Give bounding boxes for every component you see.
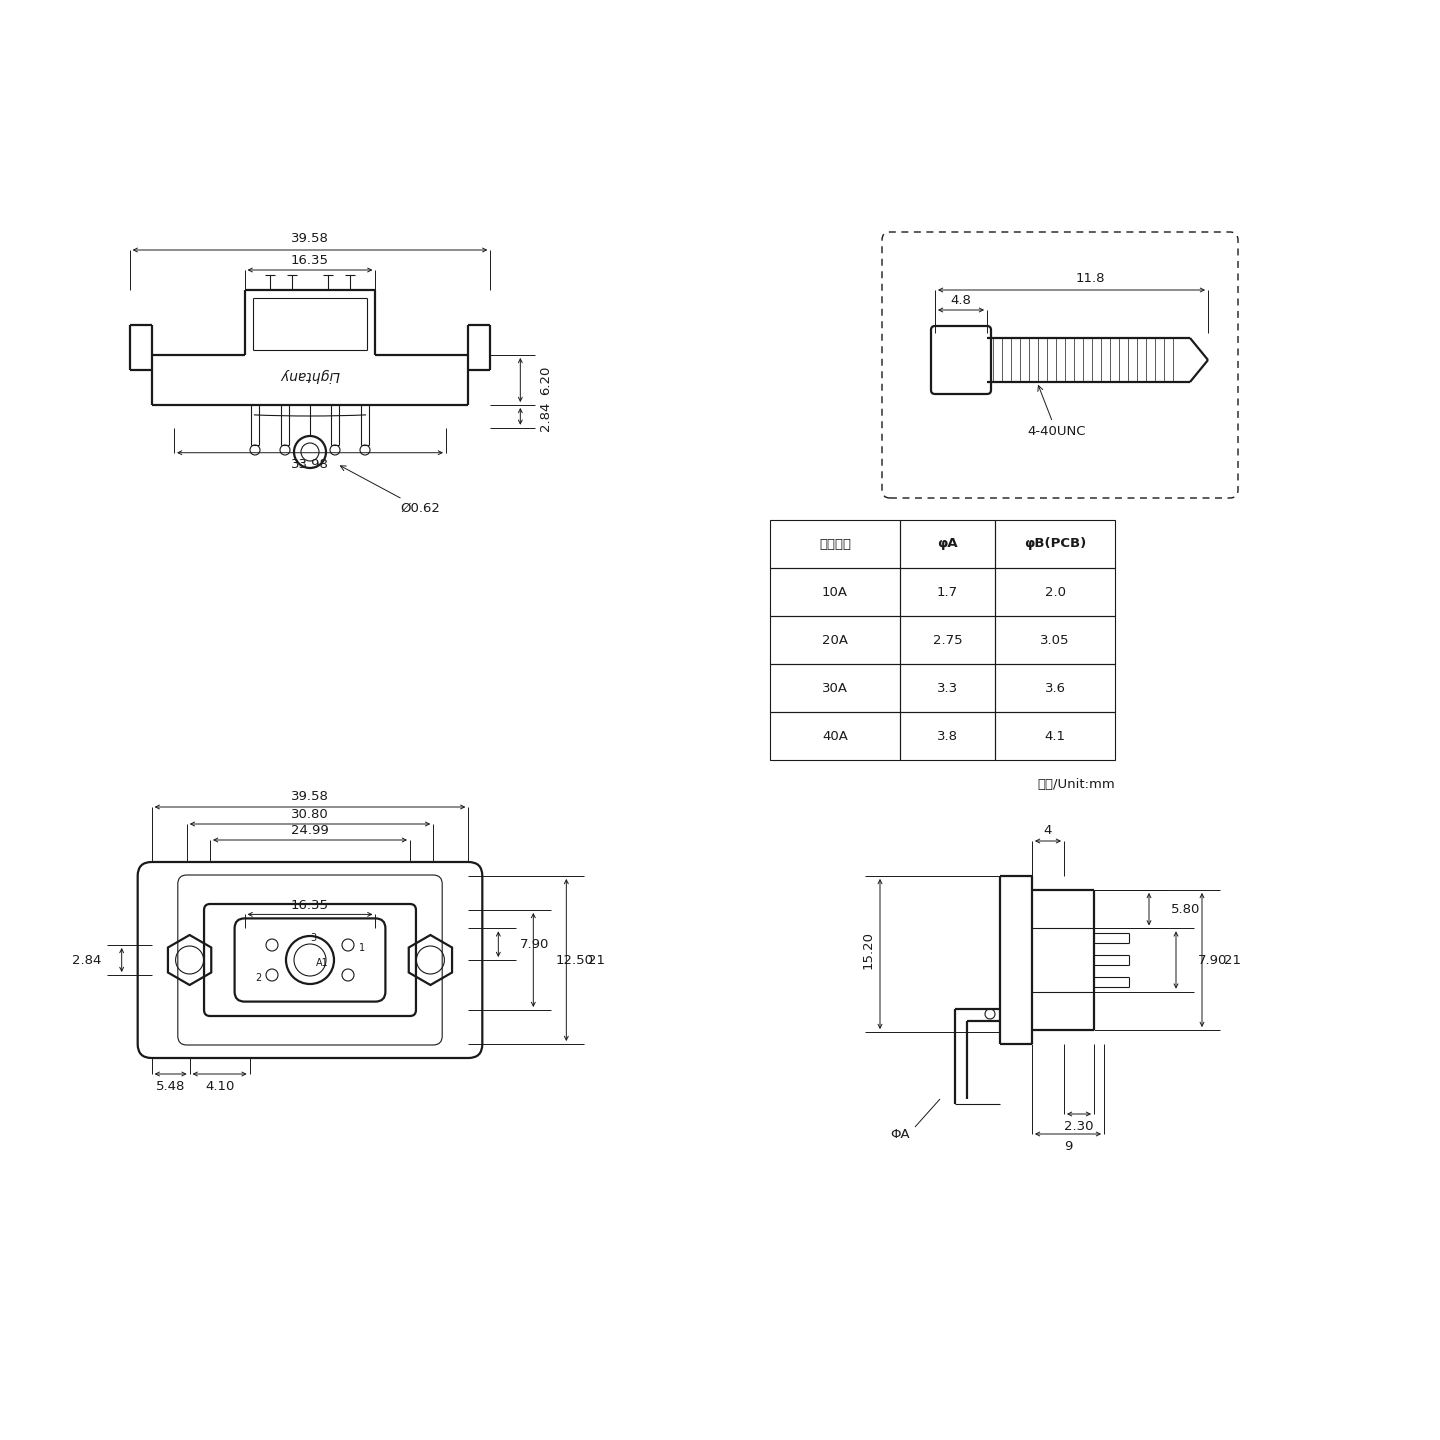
Text: 21: 21 — [1224, 953, 1241, 966]
Text: 16.35: 16.35 — [291, 899, 328, 912]
Text: 2.30: 2.30 — [1064, 1119, 1094, 1132]
Text: 3.6: 3.6 — [1044, 681, 1066, 694]
Text: 30.80: 30.80 — [291, 808, 328, 821]
Text: 单位/Unit:mm: 单位/Unit:mm — [1037, 778, 1115, 791]
Text: Lightany: Lightany — [279, 369, 340, 382]
Text: 3.8: 3.8 — [937, 730, 958, 743]
Text: 7.90: 7.90 — [1198, 953, 1227, 966]
Text: 4-40UNC: 4-40UNC — [1027, 386, 1086, 438]
Text: 2.84: 2.84 — [539, 402, 552, 431]
Text: A1: A1 — [315, 958, 328, 968]
Text: 2.75: 2.75 — [933, 634, 962, 647]
Text: φA: φA — [937, 537, 958, 550]
Text: 20A: 20A — [822, 634, 848, 647]
Text: 6.20: 6.20 — [539, 366, 552, 395]
Text: 9: 9 — [1064, 1139, 1073, 1152]
Text: 24.99: 24.99 — [291, 825, 328, 838]
Text: 3.05: 3.05 — [1040, 634, 1070, 647]
Text: 5.48: 5.48 — [156, 1080, 186, 1093]
Text: 33.98: 33.98 — [291, 458, 328, 471]
Text: 1: 1 — [359, 943, 366, 953]
Text: 4.10: 4.10 — [204, 1080, 235, 1093]
Text: 4: 4 — [1044, 825, 1053, 838]
Text: 3: 3 — [310, 933, 315, 943]
Text: 40A: 40A — [822, 730, 848, 743]
Text: 7.90: 7.90 — [520, 937, 550, 950]
Text: 10A: 10A — [822, 586, 848, 599]
Text: ΦA: ΦA — [890, 1128, 910, 1140]
Text: 39.58: 39.58 — [291, 791, 328, 804]
Text: 2.0: 2.0 — [1044, 586, 1066, 599]
Text: 1.7: 1.7 — [937, 586, 958, 599]
Text: 39.58: 39.58 — [291, 232, 328, 245]
Text: 4.1: 4.1 — [1044, 730, 1066, 743]
Text: 16.35: 16.35 — [291, 253, 328, 266]
Text: 额定电流: 额定电流 — [819, 537, 851, 550]
Text: 15.20: 15.20 — [863, 932, 876, 969]
Text: 12.50: 12.50 — [556, 953, 593, 966]
Text: 2.84: 2.84 — [72, 953, 102, 966]
Text: 30A: 30A — [822, 681, 848, 694]
Text: 4.8: 4.8 — [950, 294, 972, 307]
Text: 21: 21 — [589, 953, 605, 966]
Text: 3.3: 3.3 — [937, 681, 958, 694]
Text: 2: 2 — [255, 973, 261, 984]
Text: 11.8: 11.8 — [1076, 272, 1104, 285]
Text: 5.80: 5.80 — [1171, 903, 1201, 916]
Text: φB(PCB): φB(PCB) — [1024, 537, 1086, 550]
Text: Ø0.62: Ø0.62 — [340, 465, 439, 516]
